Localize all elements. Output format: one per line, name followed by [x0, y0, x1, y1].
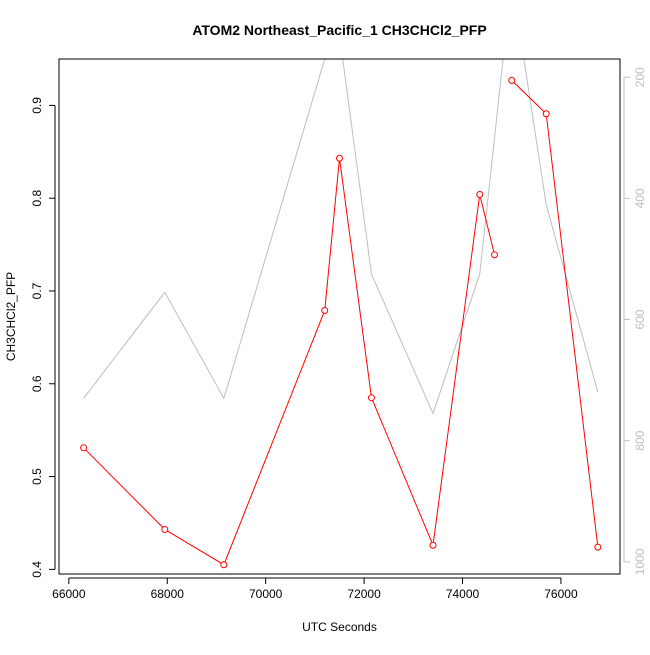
y-tick-label: 0.8 — [30, 190, 44, 207]
y-tick-label: 0.5 — [30, 468, 44, 485]
data-point-10 — [508, 76, 516, 84]
plot-frame — [58, 58, 621, 575]
primary-series-line-1 — [83, 158, 495, 566]
y-tick-label: 0.9 — [30, 97, 44, 114]
x-axis: 66000 68000 70000 72000 74000 76000 — [52, 577, 578, 601]
y-axis: 0.4 0.5 0.6 0.7 0.8 0.9 — [30, 97, 56, 578]
data-point-6 — [367, 394, 375, 402]
data-point-4 — [321, 306, 329, 314]
data-point-11 — [542, 110, 550, 118]
secondary-series-line-1 — [83, 59, 599, 415]
chart-title: ATOM2 Northeast_Pacific_1 CH3CHCl2_PFP — [192, 22, 486, 38]
marker-layer — [80, 76, 602, 569]
data-point-9 — [491, 251, 499, 259]
right-y-axis: 200 400 600 800 1000 — [623, 67, 647, 575]
primary-series-line-2 — [511, 79, 599, 548]
data-point-5 — [336, 154, 343, 162]
data-point-2 — [161, 525, 169, 533]
x-tick-label: 66000 — [52, 587, 86, 601]
right-y-tick-label: 1000 — [633, 548, 647, 575]
x-axis-label: UTC Seconds — [302, 620, 377, 634]
x-tick-label: 76000 — [544, 587, 578, 601]
right-y-tick-label: 800 — [633, 430, 647, 450]
y-tick-label: 0.7 — [30, 282, 44, 299]
x-tick-label: 72000 — [347, 587, 381, 601]
primary-series-layer — [83, 79, 599, 566]
right-y-tick-label: 400 — [633, 188, 647, 208]
data-point-8 — [476, 190, 484, 198]
y-tick-label: 0.6 — [30, 375, 44, 392]
y-tick-label: 0.4 — [30, 561, 44, 578]
right-y-tick-label: 200 — [633, 67, 647, 87]
x-tick-label: 70000 — [249, 587, 283, 601]
y-axis-label: CH3CHCl2_PFP — [4, 272, 18, 361]
secondary-series-layer — [83, 59, 599, 415]
x-tick-label: 68000 — [151, 587, 185, 601]
right-y-tick-label: 600 — [633, 309, 647, 329]
data-point-1 — [80, 444, 88, 452]
x-tick-label: 74000 — [446, 587, 480, 601]
data-point-12 — [594, 543, 602, 551]
data-point-7 — [429, 541, 437, 549]
data-point-3 — [220, 561, 228, 569]
